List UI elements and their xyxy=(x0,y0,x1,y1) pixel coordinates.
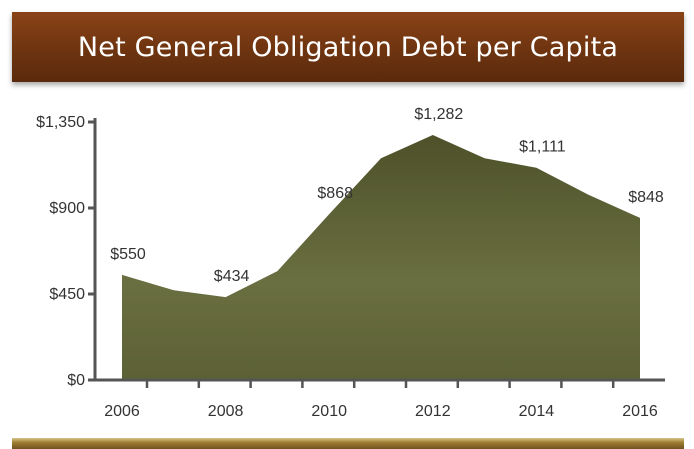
y-tick-label: $450 xyxy=(49,286,85,303)
bottom-decorative-bar xyxy=(12,438,684,449)
x-tick-label: 2010 xyxy=(311,403,347,420)
area-series xyxy=(122,135,640,380)
data-label: $550 xyxy=(110,246,146,263)
data-label: $1,282 xyxy=(414,106,463,123)
x-tick-label: 2008 xyxy=(208,403,244,420)
x-tick-label: 2006 xyxy=(104,403,140,420)
x-tick-label: 2014 xyxy=(519,403,555,420)
data-label: $434 xyxy=(214,268,250,285)
y-tick-label: $900 xyxy=(49,200,85,217)
x-tick-label: 2012 xyxy=(415,403,451,420)
data-label: $1,111 xyxy=(519,139,566,156)
x-tick-label: 2016 xyxy=(622,403,658,420)
y-tick-label: $0 xyxy=(67,372,85,389)
data-label: $868 xyxy=(317,185,353,202)
title-banner: Net General Obligation Debt per Capita xyxy=(12,12,684,82)
y-tick-label: $1,350 xyxy=(36,114,85,131)
chart-title: Net General Obligation Debt per Capita xyxy=(77,31,619,63)
data-label: $848 xyxy=(628,189,664,206)
